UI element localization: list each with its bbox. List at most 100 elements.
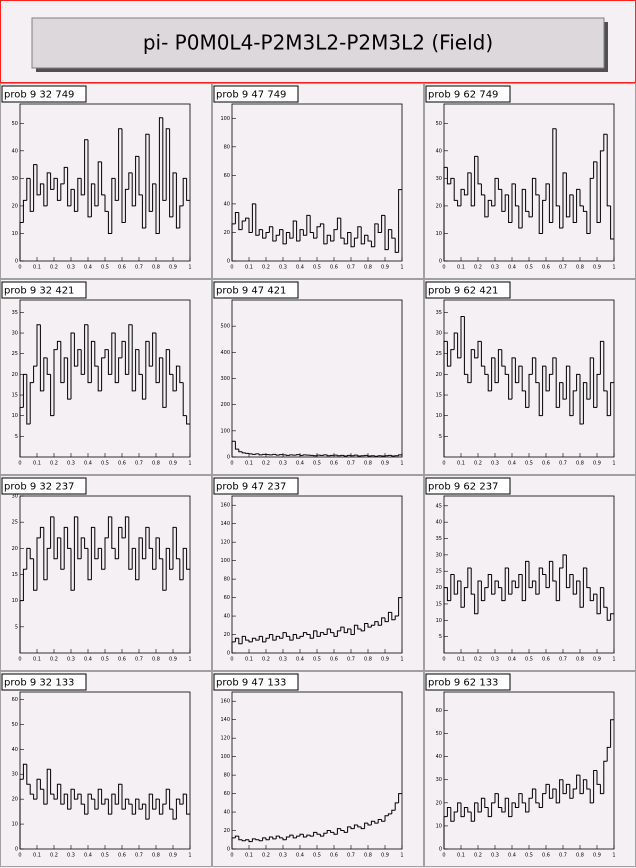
y-tick-label: 40 <box>224 201 230 207</box>
histogram-bin <box>258 229 263 236</box>
histogram-bin <box>114 178 119 201</box>
histogram-bin <box>262 453 266 455</box>
histogram-bin <box>330 830 334 833</box>
histogram-bin <box>593 357 597 408</box>
histogram-bin <box>398 454 402 456</box>
x-tick-label: 0.1 <box>33 461 41 467</box>
y-tick-label: 5 <box>15 434 18 440</box>
x-tick-label: 0.7 <box>347 265 355 271</box>
y-tick-label: 40 <box>12 747 18 753</box>
histogram-bin <box>504 366 509 375</box>
x-tick-label: 0.7 <box>135 853 143 859</box>
x-tick-label: 0.9 <box>381 265 389 271</box>
histogram-bin <box>494 580 499 595</box>
histogram-bin <box>258 839 263 842</box>
histogram-bin <box>285 836 290 840</box>
y-tick-label: 10 <box>12 822 18 828</box>
histogram-bin <box>255 638 260 641</box>
histogram-bin <box>50 516 54 549</box>
histogram-bin <box>596 373 601 408</box>
histogram-bin <box>367 623 372 628</box>
histogram-bin <box>586 211 591 234</box>
histogram-bin <box>138 537 143 580</box>
histogram-bin <box>186 548 190 570</box>
histogram-bin <box>586 567 591 589</box>
histogram-bin <box>282 632 287 639</box>
x-tick-label: 0.6 <box>330 853 338 859</box>
x-tick-label: 0.4 <box>296 657 304 663</box>
histogram-bin <box>302 834 307 838</box>
histogram-bin <box>453 178 458 201</box>
histogram-bin <box>531 357 536 375</box>
y-tick-label: 20 <box>224 828 230 834</box>
histogram-bin <box>367 823 372 826</box>
x-tick-label: 0.1 <box>457 461 465 467</box>
histogram-bin <box>531 580 536 588</box>
x-tick-label: 0.6 <box>542 461 550 467</box>
histogram-bin <box>104 349 109 358</box>
x-tick-label: 0 <box>442 461 445 467</box>
histogram-bin <box>586 382 591 400</box>
x-tick-label: 0.8 <box>364 657 372 663</box>
x-tick-label: 1 <box>400 853 403 859</box>
histogram-bin <box>484 798 489 808</box>
histogram-bin <box>158 799 163 815</box>
x-tick-label: 0.3 <box>491 265 499 271</box>
y-tick-label: 5 <box>439 634 442 640</box>
histogram-bin <box>131 324 136 392</box>
histogram-bin <box>84 804 88 815</box>
y-tick-label: 500 <box>220 324 230 330</box>
histogram-bin <box>347 628 351 633</box>
histogram-bin <box>179 366 184 384</box>
histogram-bin <box>306 632 311 636</box>
y-tick-label: 25 <box>436 569 442 575</box>
histogram-bin <box>19 221 24 261</box>
y-tick-label: 400 <box>220 350 230 356</box>
histogram-bin <box>470 812 475 822</box>
histogram-bin <box>107 349 112 375</box>
x-tick-label: 0.9 <box>381 461 389 467</box>
histogram-bin <box>491 802 495 817</box>
y-tick-label: 100 <box>220 558 230 564</box>
histogram-bin <box>67 527 71 549</box>
x-tick-label: 0.9 <box>381 657 389 663</box>
histogram-bin <box>531 788 536 799</box>
histogram-bin <box>56 783 61 800</box>
histogram-bin <box>121 527 126 539</box>
histogram-bin <box>518 205 523 229</box>
frame <box>19 495 191 654</box>
histogram-bin <box>370 624 375 628</box>
histogram-bin <box>169 548 173 570</box>
histogram-bin <box>606 134 611 207</box>
histogram-bin <box>162 117 167 201</box>
histogram-bin <box>528 211 533 218</box>
frame <box>19 691 191 850</box>
x-tick-label: 0.7 <box>347 461 355 467</box>
histogram-bin <box>460 581 465 608</box>
histogram-bin <box>234 211 239 224</box>
x-tick-label: 1 <box>400 657 403 663</box>
y-tick-label: 40 <box>224 810 230 816</box>
histogram-bin <box>593 161 597 179</box>
histogram-bin <box>258 635 263 641</box>
histogram-bin <box>39 526 44 538</box>
histogram-bin <box>394 615 399 620</box>
histogram-bin <box>538 567 543 595</box>
histogram-bin <box>319 834 324 837</box>
x-tick-label: 0 <box>230 657 233 663</box>
histogram-bin <box>508 374 512 400</box>
histogram-bin <box>43 183 48 207</box>
x-tick-label: 0.8 <box>576 657 584 663</box>
x-tick-label: 0.6 <box>330 265 338 271</box>
histogram-bin <box>162 558 167 591</box>
histogram-bin <box>582 382 587 424</box>
histogram-bin <box>589 587 594 602</box>
histogram-bin <box>169 789 173 810</box>
histogram-bin <box>511 580 516 595</box>
x-tick-label: 0.6 <box>118 657 126 663</box>
histogram-bin <box>353 624 358 635</box>
frame <box>231 691 403 850</box>
histogram-bin <box>124 516 129 538</box>
x-tick-label: 0.4 <box>84 657 92 663</box>
histogram-bin <box>251 453 256 455</box>
